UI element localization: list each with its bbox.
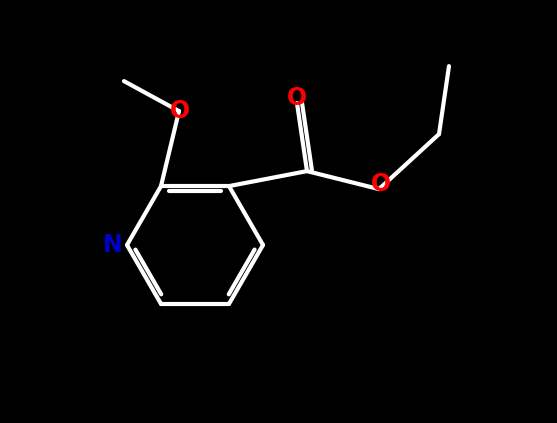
Text: N: N bbox=[103, 233, 123, 257]
Text: O: O bbox=[287, 86, 307, 110]
Text: O: O bbox=[170, 99, 190, 123]
Text: O: O bbox=[371, 172, 391, 196]
